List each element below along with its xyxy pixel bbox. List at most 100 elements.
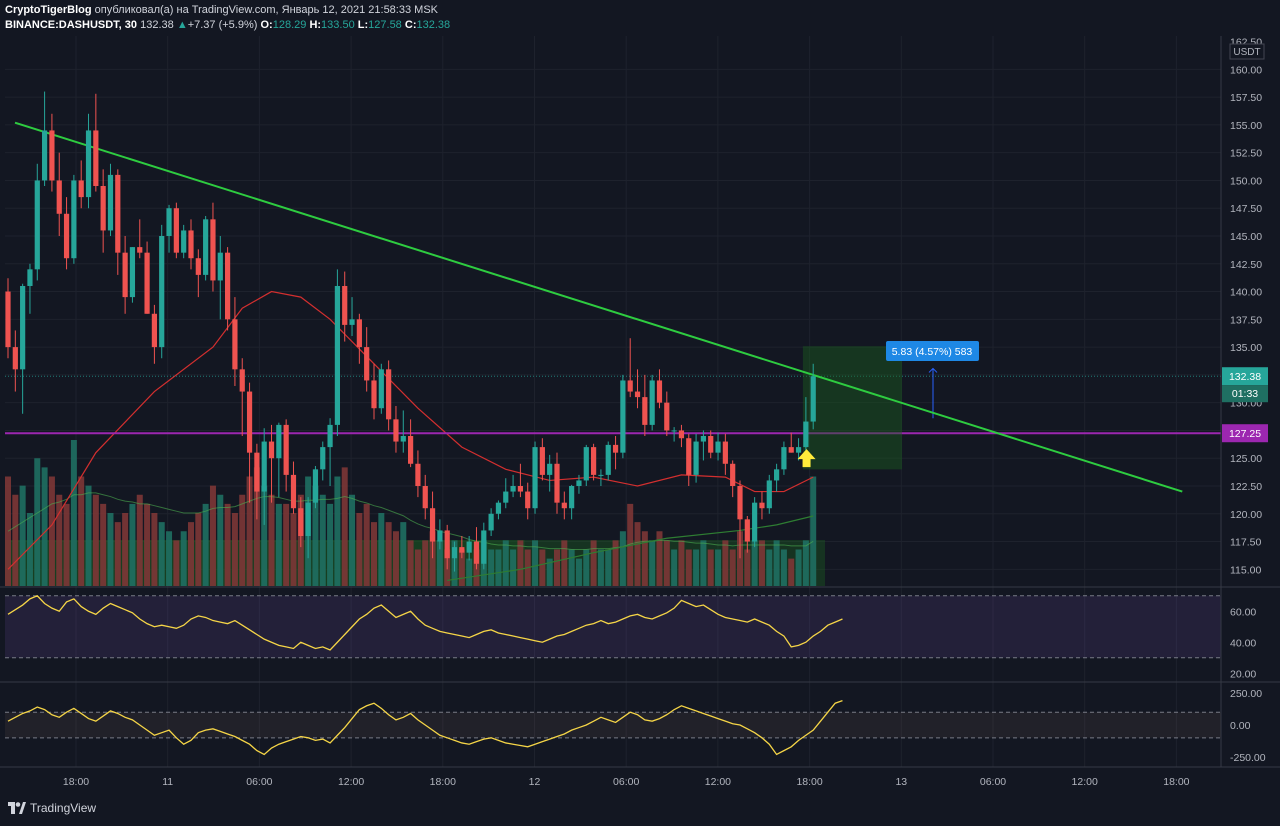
header-line-1: CryptoTigerBlog опубликовал(а) на Tradin… [5,4,438,16]
candle-body [34,180,40,270]
price-tick-label: 135.00 [1230,342,1262,354]
up-arrow-icon [797,449,816,468]
volume-bar [275,503,282,586]
volume-bar [231,513,238,586]
cci-line [7,700,843,756]
volume-bar [48,476,55,586]
candle-body [173,208,179,253]
candle-body [100,186,106,231]
support-price-box [1222,424,1268,443]
candle-body [656,380,663,403]
candle-body [268,441,275,459]
overlays: 5.83 (4.57%) 583 [5,121,1221,582]
candle-body [232,319,238,370]
volume-bar [151,513,158,586]
volume-bar [12,494,19,586]
volume-bar [766,549,773,586]
candle-body [576,480,582,486]
candle-body [803,421,809,448]
cci-band [5,712,1221,738]
candle-body [400,436,406,442]
volume-bar [92,494,99,586]
candle-body [788,447,794,453]
volume-bar [466,558,473,586]
candle-body [598,474,604,476]
candle-body [364,347,370,381]
volume-bar [422,540,429,586]
volume-bar [502,540,509,586]
price-tick-label: 117.50 [1230,537,1261,549]
time-tick-label: 12:00 [705,776,731,788]
open-label: O: [260,19,273,31]
candle-body [591,447,597,475]
currency-label: USDT [1233,47,1260,58]
change-arrow-icon: ▲ [176,19,188,31]
volume-bar [341,467,348,586]
volume-bar [758,540,765,586]
volume-bar [392,531,399,586]
candle-body [290,474,297,509]
rsi-band [5,595,1221,658]
candle-body [532,447,538,509]
low-value: 127.58 [368,19,402,31]
volume-bar [561,540,568,586]
volume-bar [268,494,275,586]
candle-body [730,463,736,486]
volume-bar [41,467,48,586]
candle-body [203,219,209,275]
candle-body [481,530,487,564]
candle-body [181,230,187,253]
symbol-name[interactable]: BINANCE:DASHUSDT, 30 [5,19,138,31]
candle-body [620,380,626,453]
volume-bar [510,549,517,586]
time-tick-label: 12 [529,776,541,788]
volume-bar [166,531,173,586]
candle-body [634,391,641,398]
time-tick-label: 13 [895,776,907,788]
volume-bar [180,531,187,586]
volume-bar [693,549,700,586]
candle-body [122,252,128,298]
candle-body [115,174,121,253]
candle-body [612,444,619,453]
volume-bar [612,540,619,586]
author-name[interactable]: CryptoTigerBlog [5,4,92,16]
tradingview-logo[interactable]: TradingView [8,801,96,815]
volume-bar [554,549,560,586]
volume-bar [744,549,751,586]
cci-tick-label: 0.00 [1230,720,1251,732]
high-label: H: [309,19,322,31]
volume-bar [737,531,743,586]
volume-bar [788,558,795,586]
volume-bar [568,549,575,586]
volume-bar [122,513,129,586]
candle-body [503,491,509,503]
volume-bars [5,440,825,586]
price-tick-label: 147.50 [1230,203,1262,215]
trend-line [14,121,1183,493]
candle-body [605,444,611,475]
candle-body [429,508,436,542]
volume-bar [532,540,539,586]
candle-body [627,380,633,392]
volume-bar [583,549,590,586]
candle-body [495,502,502,514]
volume-bar [209,485,216,586]
volume-bar [188,522,194,586]
candle-body [371,380,377,409]
time-tick-label: 18:00 [430,776,456,788]
candle-body [795,447,802,453]
volume-bar [605,549,612,586]
volume-bar [363,503,370,586]
candle-body [283,424,289,475]
candle-body [722,441,728,464]
measure-box [802,346,902,470]
candle-body [693,441,699,475]
volume-bar [575,558,582,586]
candle-body [334,286,340,425]
volume-bar [429,531,436,586]
volume-bar [78,476,85,586]
candle-body [166,208,172,236]
candle-body [466,541,472,553]
